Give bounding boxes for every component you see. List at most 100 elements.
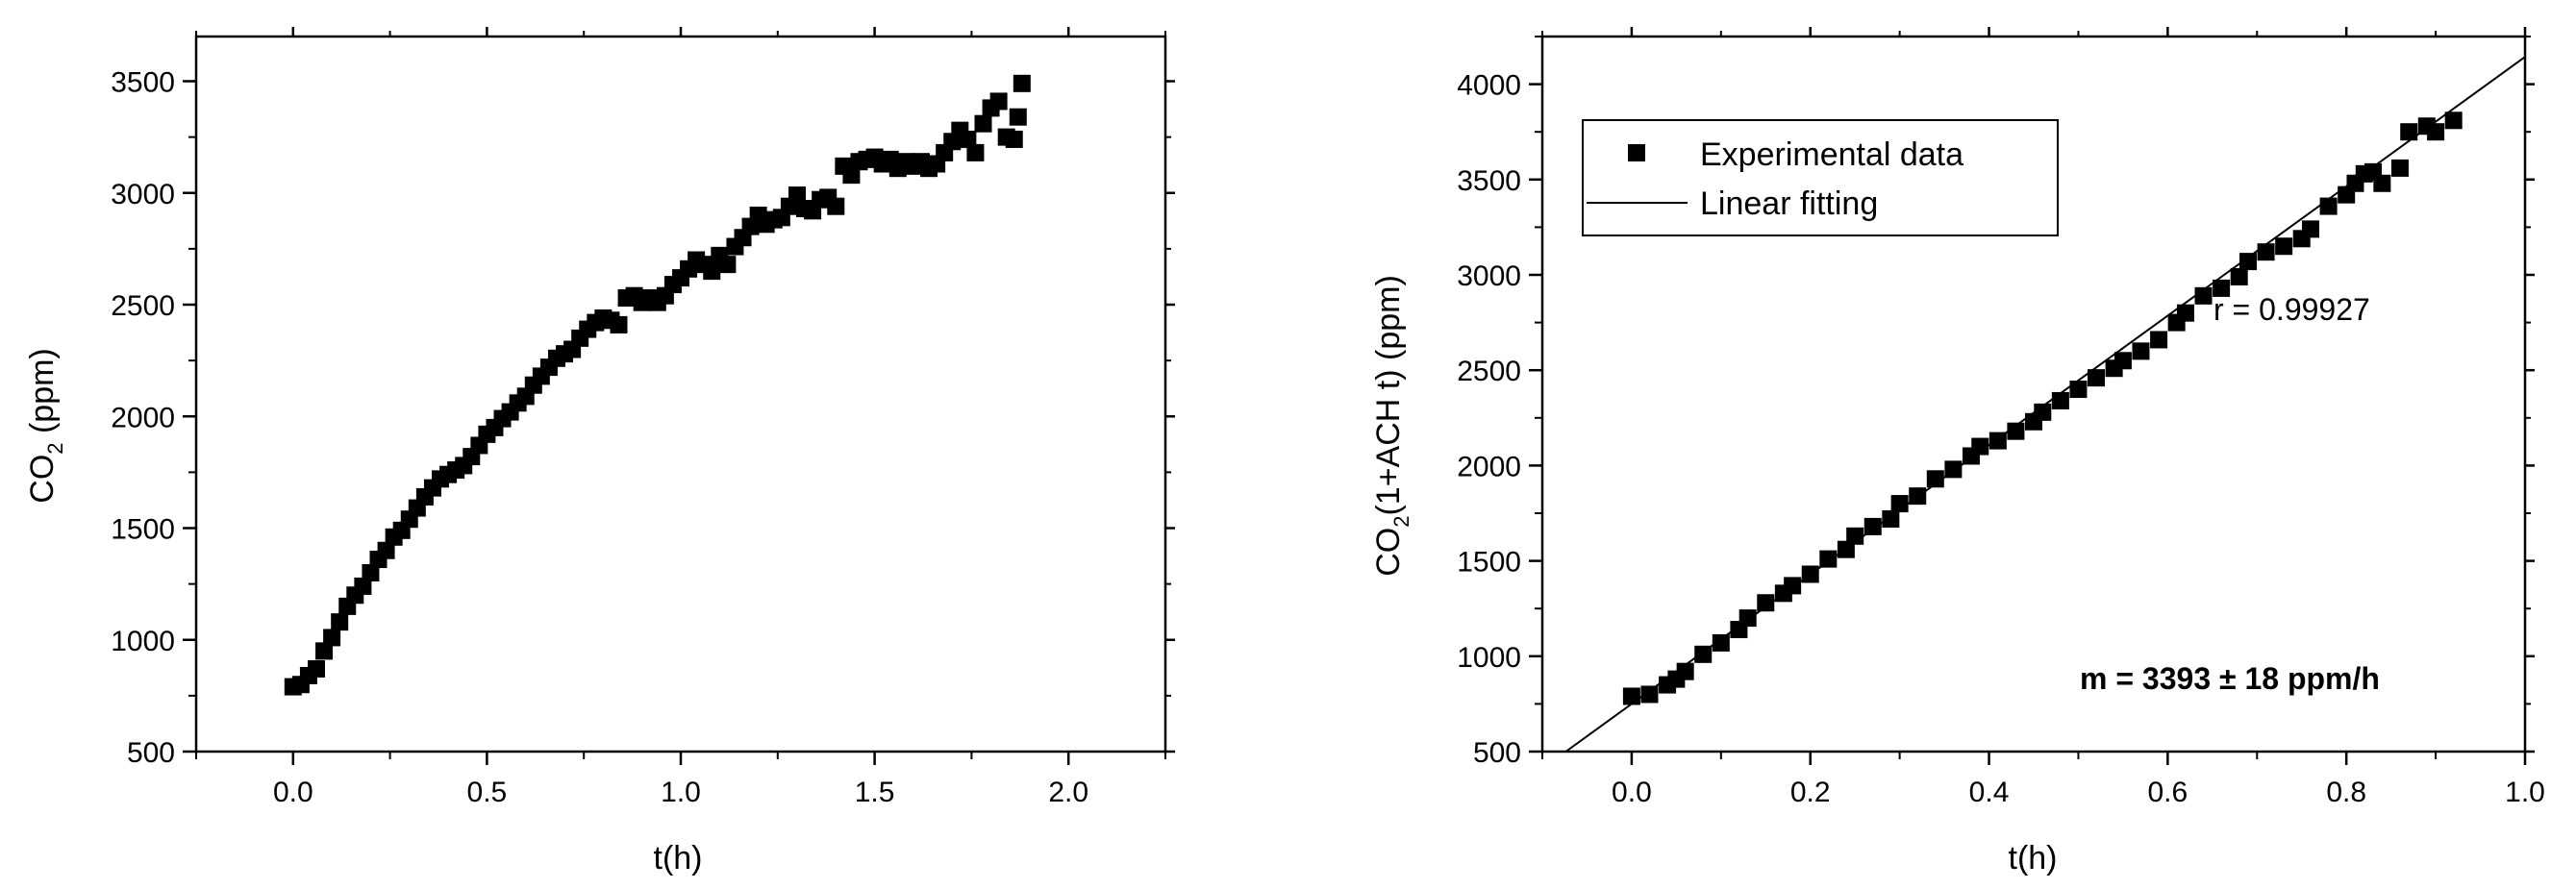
right-data-point [1882, 509, 1900, 528]
right-data-point [2132, 342, 2150, 360]
right-data-point [2275, 237, 2293, 256]
correlation-annotation: r = 0.99927 [2213, 292, 2370, 327]
right-data-point [2427, 123, 2445, 141]
right-data-point [1784, 577, 1802, 595]
left-data-point [966, 143, 985, 161]
legend-box [1582, 119, 2059, 236]
right-y-tick-label: 2500 [1457, 356, 1521, 387]
right-data-point [2069, 381, 2088, 399]
right-data-point [1971, 437, 1989, 456]
left-data-point [610, 315, 628, 333]
right-data-point [2034, 403, 2052, 421]
right-data-point [2400, 123, 2418, 141]
legend-marker-square [1628, 144, 1645, 161]
right-data-point [1909, 487, 1927, 506]
left-data-point [315, 642, 334, 660]
legend-entry-experimental: Experimental data [1700, 136, 1963, 173]
right-data-points [1622, 111, 2463, 705]
left-data-point [331, 613, 349, 631]
left-data-point [842, 166, 861, 185]
right-data-point [2230, 267, 2248, 285]
right-plot-frame [1540, 35, 2527, 753]
left-data-point [362, 564, 380, 581]
right-data-point [2088, 369, 2106, 387]
right-data-point [2238, 253, 2257, 271]
left-data-point [377, 541, 395, 559]
right-data-point [1926, 470, 1944, 488]
left-data-point [827, 197, 845, 215]
right-y-tick-label: 4000 [1457, 70, 1521, 102]
legend-entry-fit: Linear fitting [1700, 185, 1878, 222]
right-data-point [1863, 517, 1882, 535]
left-data-point [718, 256, 737, 274]
right-data-point [2150, 331, 2168, 349]
left-y-axis-ticks: 500 1000 1500 2000 2500 3000 3500 [111, 67, 1175, 769]
right-data-point [1757, 594, 1775, 612]
left-data-point [788, 186, 806, 205]
right-x-tick-label: 0.6 [2148, 777, 2188, 808]
right-data-point [1622, 687, 1640, 705]
left-x-tick-label: 0.0 [273, 777, 313, 808]
right-y-axis-ticks: 500 1000 1500 2000 2500 3000 3500 4000 [1457, 36, 2535, 769]
left-y-tick-label: 1500 [111, 514, 175, 546]
right-data-point [1988, 432, 2007, 450]
right-data-point [2390, 159, 2409, 177]
left-data-points [284, 74, 1031, 696]
right-data-point [2113, 352, 2132, 370]
left-data-point [989, 92, 1008, 111]
right-data-point [2257, 243, 2275, 261]
right-data-point [2373, 174, 2391, 192]
right-data-point [1694, 645, 1713, 663]
right-data-point [1846, 527, 1864, 545]
slope-annotation: m = 3393 ± 18 ppm/h [2080, 661, 2380, 696]
right-x-axis-ticks: 0.0 0.2 0.4 0.6 0.8 1.0 [1541, 27, 2545, 808]
left-y-tick-label: 2000 [111, 402, 175, 433]
right-data-point [1738, 609, 1757, 628]
right-data-point [1944, 460, 1963, 479]
right-y-tick-label: 1500 [1457, 547, 1521, 579]
right-y-tick-label: 3000 [1457, 260, 1521, 292]
left-x-tick-label: 1.5 [855, 777, 895, 808]
left-x-axis-ticks: 0.0 0.5 1.0 1.5 2.0 [195, 27, 1166, 808]
right-data-point [1801, 565, 1819, 583]
left-data-point [1009, 108, 1027, 126]
right-y-tick-label: 500 [1473, 737, 1521, 769]
left-data-point [1005, 130, 1023, 148]
right-y-tick-label: 3500 [1457, 165, 1521, 197]
right-data-point [1819, 550, 1838, 568]
left-x-tick-label: 2.0 [1048, 777, 1088, 808]
left-data-point [974, 114, 992, 133]
right-data-point [1676, 662, 1694, 680]
left-x-tick-label: 0.5 [467, 777, 508, 808]
left-y-tick-label: 1000 [111, 626, 175, 657]
right-plot-border [1540, 35, 2527, 753]
left-data-point [323, 629, 341, 647]
right-y-axis-label: CO2(1+ACH t) (ppm) [1370, 275, 1413, 577]
right-data-point [2302, 220, 2320, 238]
left-y-tick-label: 500 [127, 737, 175, 769]
right-x-axis-label: t(h) [2009, 840, 2058, 877]
right-data-point [1640, 685, 1659, 704]
legend: Experimental data Linear fitting [1582, 119, 2059, 236]
right-data-point [2194, 286, 2213, 305]
left-y-tick-label: 3000 [111, 179, 175, 210]
left-x-tick-label: 1.0 [661, 777, 701, 808]
right-data-point [1712, 633, 1730, 652]
left-data-point [354, 577, 372, 595]
right-x-tick-label: 0.0 [1612, 777, 1652, 808]
right-y-tick-label: 1000 [1457, 642, 1521, 674]
left-data-point [959, 130, 977, 148]
left-y-axis-label: CO2 (ppm) [24, 348, 67, 503]
right-x-tick-label: 0.4 [1969, 777, 2010, 808]
left-y-tick-label: 3500 [111, 67, 175, 99]
left-data-point [307, 659, 325, 678]
right-data-point [2051, 391, 2069, 409]
right-data-point [1890, 495, 1909, 513]
right-data-point [2176, 304, 2194, 322]
chart-co2-vs-time: 0.0 0.5 1.0 1.5 2.0 500 1000 1500 2000 2500 3000 3… [24, 27, 1175, 877]
left-data-point [1013, 74, 1031, 92]
right-y-tick-label: 2000 [1457, 451, 1521, 482]
right-x-tick-label: 0.2 [1790, 777, 1831, 808]
right-data-point [2319, 197, 2338, 215]
